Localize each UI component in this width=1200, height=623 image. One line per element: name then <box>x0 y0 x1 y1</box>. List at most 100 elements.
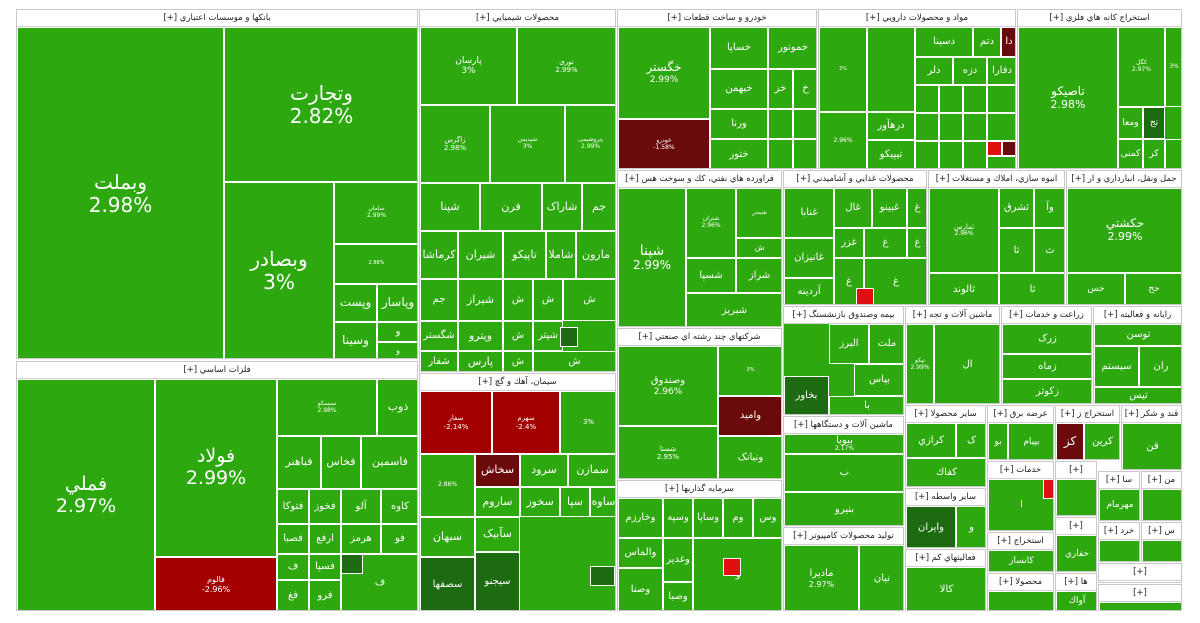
stock-tile[interactable]: ش <box>533 351 615 371</box>
stock-tile[interactable]: حس <box>1067 273 1125 304</box>
sector-title[interactable]: حمل ونقل، انبارداري و ار [+] <box>1067 171 1181 188</box>
stock-tile[interactable]: با <box>829 396 903 414</box>
stock-tile[interactable]: سامان 2.99% <box>334 182 417 244</box>
stock-tile[interactable] <box>1099 602 1181 610</box>
stock-tile[interactable]: کالا <box>906 567 985 610</box>
stock-tile[interactable] <box>867 27 915 112</box>
stock-tile[interactable]: قن <box>1122 423 1181 469</box>
stock-tile[interactable]: غ <box>907 228 926 258</box>
stock-tile[interactable]: غنابا <box>784 188 834 238</box>
sector-title[interactable]: ساير محصولا [+] <box>906 406 985 423</box>
stock-tile[interactable]: غ <box>864 258 926 304</box>
sector-title[interactable]: محصولا [+] <box>988 574 1053 591</box>
stock-tile[interactable]: هرمز <box>341 524 381 554</box>
stock-tile[interactable]: زرک <box>1002 324 1091 354</box>
stock-tile[interactable]: بنيرو <box>784 492 903 525</box>
stock-tile[interactable]: شپنا <box>420 183 480 231</box>
stock-tile[interactable]: ا <box>988 479 1053 530</box>
stock-tile[interactable]: ساوه <box>590 487 615 517</box>
stock-tile[interactable]: ش <box>503 321 533 351</box>
stock-tile[interactable]: فصبا <box>277 524 309 554</box>
sector-title[interactable]: من [+] <box>1142 472 1181 489</box>
stock-tile[interactable]: کگل 2.97% <box>1118 27 1165 107</box>
stock-tile[interactable]: درهآور <box>867 112 915 140</box>
stock-tile[interactable]: شپنا 2.99% <box>618 188 686 326</box>
stock-tile[interactable]: سيجنو <box>475 552 520 610</box>
stock-tile[interactable]: تج <box>1143 107 1165 139</box>
sector-title[interactable]: ماشين آلات و تجه [+] <box>906 307 999 324</box>
stock-tile[interactable]: ومعا <box>1118 107 1143 139</box>
stock-tile[interactable]: سمازن <box>568 454 615 487</box>
stock-tile[interactable]: فسپا <box>309 554 341 580</box>
stock-tile-small[interactable] <box>987 85 1015 113</box>
stock-tile[interactable]: سخاش <box>475 454 520 487</box>
stock-tile[interactable]: فباهنر <box>277 436 321 489</box>
stock-tile[interactable]: فتوکا <box>277 489 309 524</box>
sector-title[interactable]: سا [+] <box>1099 472 1139 489</box>
stock-tile[interactable]: فاسمين <box>361 436 417 489</box>
stock-tile[interactable]: 2.88% <box>334 244 417 284</box>
sector-title[interactable]: [+] <box>1056 462 1096 479</box>
stock-tile[interactable]: والماس <box>618 538 663 568</box>
stock-tile[interactable]: وايران <box>906 506 956 547</box>
stock-tile[interactable]: ختور <box>710 139 768 168</box>
stock-tile[interactable]: تپکو 2.99% <box>906 324 934 403</box>
stock-tile[interactable]: پتروشيمی 2.99% <box>565 105 615 183</box>
stock-tile[interactable]: غزر <box>834 228 864 258</box>
stock-tile[interactable]: ثا <box>999 228 1034 273</box>
stock-tile[interactable]: دفارا <box>987 57 1015 85</box>
stock-tile-small[interactable] <box>793 109 816 139</box>
stock-tile[interactable]: وخارزم <box>618 498 663 538</box>
stock-tile[interactable]: 3% <box>1165 27 1181 107</box>
stock-tile[interactable]: بخاور <box>784 376 829 414</box>
stock-tile[interactable]: زماه <box>1002 354 1091 379</box>
stock-tile[interactable]: غ <box>864 228 907 258</box>
stock-tile[interactable]: کز <box>1056 423 1084 459</box>
stock-tile[interactable]: جم <box>420 279 458 321</box>
sector-title[interactable]: سرمايه گذاريها [+] <box>618 481 781 498</box>
stock-tile[interactable]: ش <box>503 279 533 321</box>
sector-title[interactable]: خدمات [+] <box>988 462 1053 479</box>
sector-title[interactable]: ساير واسطه [+] <box>906 489 985 506</box>
stock-tile[interactable]: ب <box>784 454 903 492</box>
stock-tile[interactable]: سرود <box>520 454 568 487</box>
stock-tile[interactable]: خ <box>793 69 816 109</box>
sector-title[interactable]: بيمه وصندوق بازنشستگ [+] <box>784 307 903 324</box>
stock-tile[interactable]: توسن <box>1094 324 1181 346</box>
stock-tile-small[interactable] <box>939 113 963 141</box>
stock-tile[interactable]: ونبانک <box>718 436 781 478</box>
stock-tile[interactable]: ش <box>563 279 615 321</box>
stock-tile-small[interactable] <box>963 141 987 168</box>
stock-tile[interactable]: فغ <box>277 580 309 610</box>
stock-tile[interactable]: ثالوند <box>929 273 999 304</box>
sector-title[interactable]: خودرو و ساخت قطعات [+] <box>618 10 816 27</box>
stock-tile[interactable]: دزه <box>953 57 987 85</box>
stock-tile[interactable]: آواك <box>1056 591 1096 610</box>
stock-tile[interactable]: شيراز <box>458 279 503 321</box>
stock-tile[interactable]: غانيزان <box>784 238 834 278</box>
stock-tile[interactable]: وغدير <box>663 538 693 582</box>
stock-tile[interactable]: ارفع <box>309 524 341 554</box>
stock-tile[interactable]: شفار <box>420 351 458 371</box>
stock-tile-small[interactable] <box>987 141 1002 156</box>
stock-tile[interactable]: ثشرق <box>999 188 1034 228</box>
stock-tile[interactable]: تيپيکو <box>867 140 915 168</box>
stock-tile[interactable]: سخوز <box>520 487 560 517</box>
stock-tile[interactable]: ذوب <box>377 379 417 436</box>
stock-tile[interactable]: کرين <box>1084 423 1119 459</box>
stock-tile[interactable]: زاگرس 2.98% <box>420 105 490 183</box>
stock-tile[interactable]: و <box>377 342 417 358</box>
stock-tile[interactable]: ش <box>503 351 533 371</box>
stock-tile[interactable]: ثمارس 2.96% <box>929 188 999 273</box>
stock-tile[interactable]: وصبا <box>663 582 693 610</box>
sector-title[interactable]: فلزات اساسي [+] <box>17 362 417 379</box>
stock-tile[interactable]: بو <box>988 423 1008 459</box>
stock-tile[interactable]: وس <box>753 498 781 538</box>
stock-tile[interactable]: فخاس <box>321 436 361 489</box>
stock-tile[interactable]: پارسان 3% <box>420 27 517 105</box>
stock-tile[interactable]: دسينا <box>915 27 973 57</box>
stock-tile[interactable]: وبصادر 3% <box>224 182 334 358</box>
stock-tile[interactable]: تيس <box>1094 387 1181 403</box>
sector-title[interactable]: استخراج ز [+] <box>1056 406 1119 423</box>
sector-title[interactable]: زراعت و خدمات [+] <box>1002 307 1091 324</box>
